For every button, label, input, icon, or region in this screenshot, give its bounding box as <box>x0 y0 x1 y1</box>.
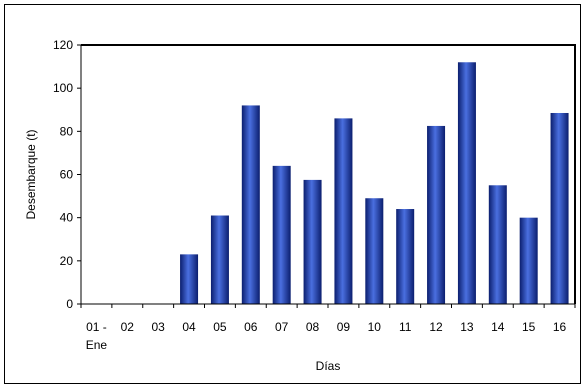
bar-05 <box>210 215 229 304</box>
x-tick-label: 15 <box>522 320 536 334</box>
bar-12 <box>427 125 446 304</box>
x-tick-label: 12 <box>429 320 443 334</box>
x-tick-label: 05 <box>213 320 227 334</box>
x-tick-label: 02 <box>121 320 135 334</box>
y-ticks-group: 0 20 40 60 80 100 120 <box>53 38 81 311</box>
x-tick-label: 16 <box>553 320 567 334</box>
x-tick-label: 03 <box>152 320 166 334</box>
x-tick-label: 01 - <box>86 320 107 334</box>
x-tick-label: Ene <box>86 338 108 352</box>
bar-11 <box>396 209 415 304</box>
x-tick-label: 08 <box>306 320 320 334</box>
bar-09 <box>334 118 353 304</box>
x-axis-title: Días <box>316 359 341 373</box>
bar-15 <box>519 217 538 304</box>
y-tick-label: 0 <box>66 297 73 311</box>
x-tick-label: 11 <box>399 320 412 334</box>
bar-16 <box>550 112 569 305</box>
y-tick-label: 80 <box>60 124 74 138</box>
bar-chart: 0 20 40 60 80 100 120 01 - Ene 02 03 04 05 06 07 08 09 1… <box>24 38 576 373</box>
bar-13 <box>457 62 476 304</box>
y-tick-label: 60 <box>60 168 74 182</box>
chart-frame: 0 20 40 60 80 100 120 01 - Ene 02 03 04 05 06 07 08 09 1… <box>4 4 581 384</box>
y-tick-label: 100 <box>53 81 73 95</box>
x-tick-label: 09 <box>337 320 351 334</box>
bar-07 <box>272 165 291 304</box>
x-tick-label: 04 <box>182 320 196 334</box>
x-tick-label: 07 <box>275 320 289 334</box>
bars-group <box>180 62 569 305</box>
y-tick-label: 20 <box>60 254 74 268</box>
bar-08 <box>303 179 322 304</box>
x-tick-label: 06 <box>244 320 258 334</box>
bar-04 <box>180 254 199 304</box>
x-tick-label: 14 <box>491 320 505 334</box>
bar-14 <box>488 185 507 304</box>
y-tick-label: 120 <box>53 38 73 52</box>
y-axis-title: Desembarque (t) <box>24 129 38 219</box>
bar-06 <box>241 105 260 305</box>
y-tick-label: 40 <box>60 211 74 225</box>
x-tick-label: 10 <box>368 320 382 334</box>
bar-10 <box>365 198 384 304</box>
x-tick-label: 13 <box>460 320 474 334</box>
x-ticks-group: 01 - Ene 02 03 04 05 06 07 08 09 10 11 12 13 14 15 16 <box>80 304 576 352</box>
